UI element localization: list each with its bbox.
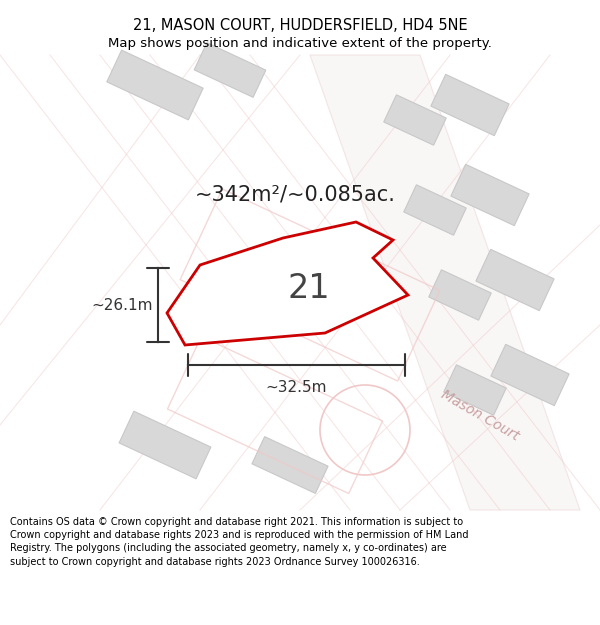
Polygon shape: [194, 42, 266, 98]
Text: ~342m²/~0.085ac.: ~342m²/~0.085ac.: [194, 185, 395, 205]
Text: 21: 21: [287, 272, 330, 305]
Polygon shape: [310, 55, 580, 510]
Text: 21, MASON COURT, HUDDERSFIELD, HD4 5NE: 21, MASON COURT, HUDDERSFIELD, HD4 5NE: [133, 18, 467, 32]
Text: ~32.5m: ~32.5m: [266, 380, 327, 395]
Polygon shape: [404, 185, 466, 235]
Polygon shape: [491, 344, 569, 406]
Text: ~26.1m: ~26.1m: [91, 298, 153, 312]
Polygon shape: [444, 365, 506, 415]
Polygon shape: [167, 222, 408, 345]
Polygon shape: [431, 74, 509, 136]
Polygon shape: [476, 249, 554, 311]
Polygon shape: [107, 50, 203, 120]
Polygon shape: [252, 437, 328, 493]
Polygon shape: [384, 95, 446, 145]
Polygon shape: [451, 164, 529, 226]
Text: Contains OS data © Crown copyright and database right 2021. This information is : Contains OS data © Crown copyright and d…: [10, 517, 469, 567]
Bar: [0, 50, 600, 510]
Polygon shape: [119, 411, 211, 479]
Text: Mason Court: Mason Court: [439, 387, 521, 443]
Text: Map shows position and indicative extent of the property.: Map shows position and indicative extent…: [108, 36, 492, 49]
Polygon shape: [429, 270, 491, 320]
